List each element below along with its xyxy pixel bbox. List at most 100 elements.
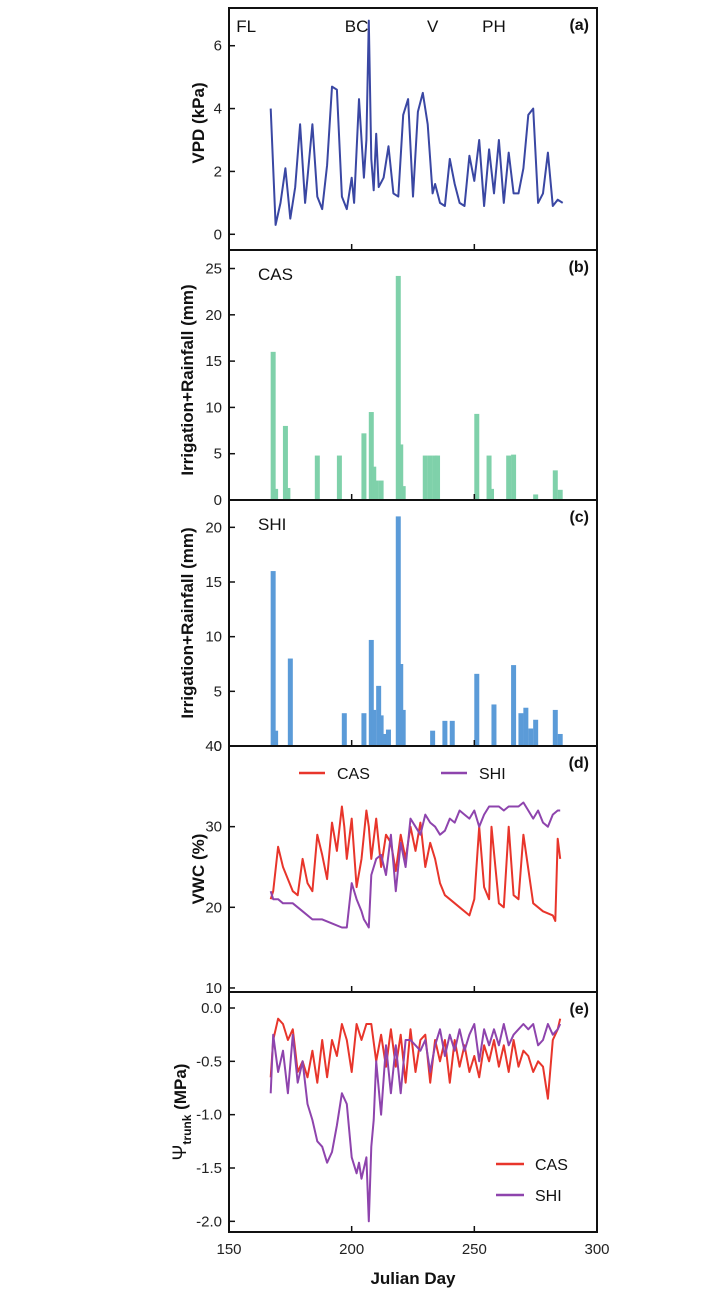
panel-tag: (c) — [569, 509, 589, 526]
x-tick-label: 250 — [462, 1241, 487, 1258]
y-axis-title-symbol: Ψ — [170, 1145, 191, 1161]
bar — [361, 713, 367, 746]
y-tick-label: -1.0 — [196, 1107, 222, 1124]
y-axis-title: Irrigation+Rainfall (mm) — [178, 527, 197, 718]
bar — [371, 709, 377, 746]
bar — [395, 516, 401, 746]
bar — [518, 713, 524, 746]
x-axis-title: Julian Day — [370, 1269, 456, 1288]
legend-label: CAS — [337, 766, 370, 783]
bar — [378, 480, 384, 500]
bar — [385, 729, 391, 746]
phenology-label: PH — [482, 17, 506, 36]
y-tick-label: 10 — [205, 399, 222, 416]
y-tick-label: 10 — [205, 629, 222, 646]
y-tick-label: 20 — [205, 307, 222, 324]
legend-label: SHI — [535, 1188, 562, 1205]
bar — [435, 455, 441, 500]
y-tick-label: -2.0 — [196, 1213, 222, 1230]
y-tick-label: 15 — [205, 353, 222, 370]
panel-d: 10 20 30 40 VWC (%) (d) CAS SHI — [189, 738, 598, 997]
panel-tag: (d) — [569, 755, 589, 772]
bar — [489, 488, 495, 500]
bar — [368, 639, 374, 746]
legend-label: CAS — [535, 1157, 568, 1174]
series-line-shi — [269, 1023, 562, 1223]
y-tick-label: 10 — [205, 980, 222, 997]
bar — [285, 487, 291, 500]
y-axis-title: VWC (%) — [189, 834, 208, 905]
bar — [442, 720, 448, 746]
series-line-cas — [269, 805, 562, 922]
x-tick-label: 300 — [584, 1241, 609, 1258]
y-axis-title-unit: (MPa) — [171, 1064, 190, 1115]
series-line-vpd — [269, 19, 564, 226]
bar — [557, 489, 563, 500]
y-tick-label: 15 — [205, 574, 222, 591]
bar — [336, 455, 342, 500]
y-tick-label: 4 — [214, 101, 222, 118]
bar — [552, 709, 558, 746]
plot-layer: 0 2 4 6 VPD (kPa) (a) FL BC V PH 0 5 10 15 20 25 Irrigat… — [170, 7, 610, 1258]
y-axis-title: Irrigation+Rainfall (mm) — [178, 284, 197, 475]
panel-frame — [228, 499, 598, 747]
bar — [552, 470, 558, 500]
panel-tag: (e) — [569, 1001, 589, 1018]
panel-b: 0 5 10 15 20 25 Irrigation+Rainfall (mm) (b) CAS — [178, 249, 598, 509]
bar — [474, 413, 480, 500]
bar — [523, 707, 529, 746]
y-tick-label: 0 — [214, 226, 222, 243]
bar — [427, 455, 433, 500]
y-tick-label: 2 — [214, 163, 222, 180]
panel-c: 0 5 10 15 20 Irrigation+Rainfall (mm) (c) SHI — [178, 499, 598, 755]
y-tick-label: -0.5 — [196, 1053, 222, 1070]
y-tick-label: 40 — [205, 738, 222, 755]
bar — [287, 658, 293, 746]
bar — [282, 425, 288, 500]
y-tick-label: 5 — [214, 446, 222, 463]
bar — [381, 733, 387, 746]
bar — [506, 455, 512, 500]
bar — [395, 275, 401, 500]
x-tick-label: 200 — [339, 1241, 364, 1258]
y-tick-label: 20 — [205, 899, 222, 916]
bar — [557, 733, 563, 746]
panel-tag: (a) — [569, 17, 589, 34]
y-tick-label: 0 — [214, 492, 222, 509]
phenology-label: FL — [236, 17, 256, 36]
panel-tag: (b) — [569, 259, 589, 276]
y-tick-label: 5 — [214, 683, 222, 700]
y-axis-title: VPD (kPa) — [189, 82, 208, 163]
bar — [511, 454, 517, 500]
bar — [398, 664, 404, 746]
bar — [422, 455, 428, 500]
bar — [341, 713, 347, 746]
panel-a: 0 2 4 6 VPD (kPa) (a) FL BC V PH — [189, 7, 598, 251]
y-axis-title: Ψtrunk (MPa) — [170, 1064, 194, 1161]
bar — [533, 494, 539, 500]
bar — [273, 730, 279, 746]
y-tick-label: 0.0 — [201, 1000, 222, 1017]
bar — [373, 480, 379, 500]
y-tick-label: 30 — [205, 819, 222, 836]
bar — [449, 720, 455, 746]
bar — [398, 444, 404, 500]
phenology-label: BC — [345, 17, 369, 36]
bar — [270, 351, 276, 500]
panel-frame — [228, 991, 598, 1233]
bar — [378, 715, 384, 746]
legend-label: SHI — [479, 766, 506, 783]
series-line-cas — [269, 1017, 562, 1100]
bar — [486, 455, 492, 500]
y-tick-label: 20 — [205, 519, 222, 536]
bar — [511, 665, 517, 746]
bar — [533, 719, 539, 746]
panel-label: SHI — [258, 515, 286, 534]
bar — [474, 673, 480, 746]
bar — [361, 433, 367, 500]
series-line-shi — [269, 801, 561, 929]
bar — [528, 728, 534, 746]
panel-e: 0.0 -0.5 -1.0 -1.5 -2.0 Ψtrunk (MPa) (e) CAS SHI… — [170, 991, 610, 1258]
bar — [273, 488, 279, 500]
